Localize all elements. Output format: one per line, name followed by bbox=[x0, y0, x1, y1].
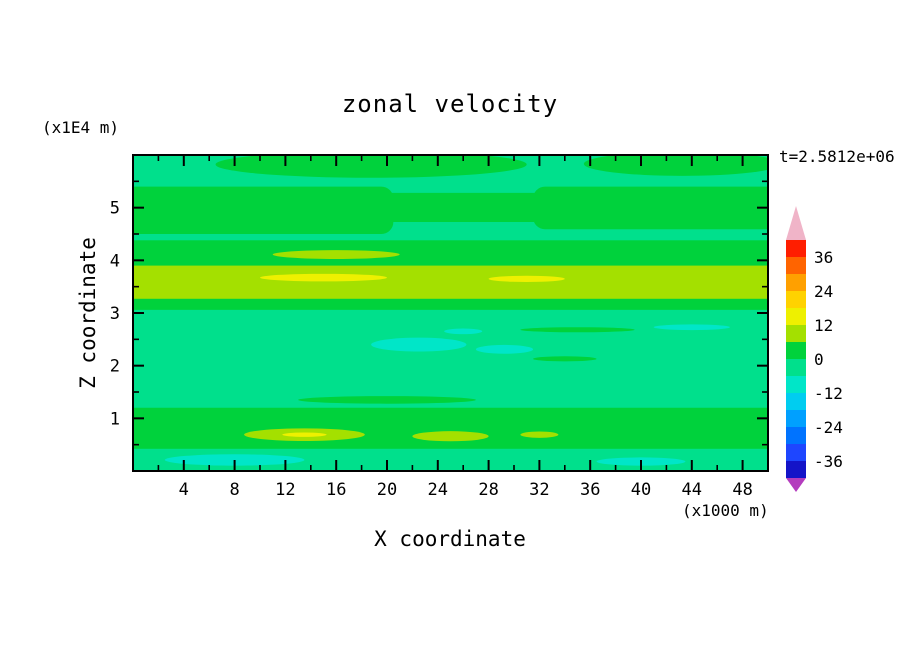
x-tick-label: 40 bbox=[631, 480, 651, 500]
y-tick-label: 5 bbox=[110, 199, 120, 219]
colorbar-under-arrow bbox=[786, 478, 806, 492]
colorbar-label: 24 bbox=[814, 282, 833, 301]
contour-band bbox=[520, 327, 635, 333]
colorbar-segment bbox=[786, 410, 806, 427]
colorbar-label: -36 bbox=[814, 452, 843, 471]
timestamp-label: t=2.5812e+06 bbox=[779, 147, 895, 166]
x-tick-label: 48 bbox=[732, 480, 752, 500]
plot-title: zonal velocity bbox=[341, 90, 559, 118]
x-tick-label: 8 bbox=[229, 480, 239, 500]
contour-band bbox=[133, 265, 768, 299]
contour-band bbox=[215, 155, 527, 178]
contour-band bbox=[520, 431, 559, 438]
contour-band bbox=[133, 407, 768, 449]
colorbar-segment bbox=[786, 444, 806, 461]
y-axis-title: Z coordinate bbox=[76, 237, 100, 389]
colorbar-segment bbox=[786, 342, 806, 359]
y-tick-label: 4 bbox=[110, 251, 120, 271]
contour-field bbox=[133, 155, 768, 471]
colorbar-segment bbox=[786, 359, 806, 376]
colorbar-label: 0 bbox=[814, 350, 824, 369]
y-axis-unit-label: (x1E4 m) bbox=[42, 118, 120, 137]
x-tick-label: 12 bbox=[275, 480, 295, 500]
colorbar-segment bbox=[786, 325, 806, 342]
x-tick-label: 32 bbox=[529, 480, 549, 500]
contour-band bbox=[533, 356, 597, 362]
contour-band bbox=[412, 431, 489, 442]
contour-band bbox=[533, 186, 768, 230]
x-tick-label: 4 bbox=[179, 480, 189, 500]
colorbar-segment bbox=[786, 393, 806, 410]
colorbar-segment bbox=[786, 257, 806, 274]
x-tick-label: 24 bbox=[428, 480, 448, 500]
colorbar-segment bbox=[786, 240, 806, 257]
x-tick-label: 44 bbox=[682, 480, 702, 500]
contour-band bbox=[323, 192, 553, 222]
x-axis-title: X coordinate bbox=[374, 527, 526, 551]
x-axis-unit-label: (x1000 m) bbox=[682, 501, 769, 520]
contour-band bbox=[371, 337, 467, 352]
y-tick-label: 3 bbox=[110, 304, 120, 324]
y-tick-label: 2 bbox=[110, 357, 120, 377]
contour-band bbox=[444, 328, 483, 335]
contour-band bbox=[282, 432, 327, 437]
colorbar-segment bbox=[786, 308, 806, 325]
colorbar-label: -24 bbox=[814, 418, 843, 437]
colorbar-segment bbox=[786, 461, 806, 478]
colorbar-label: 36 bbox=[814, 248, 833, 267]
colorbar-segment bbox=[786, 274, 806, 291]
contour-band bbox=[583, 155, 768, 176]
colorbar-label: 12 bbox=[814, 316, 833, 335]
contour-band bbox=[164, 454, 305, 466]
contour-band bbox=[272, 250, 400, 259]
contour-band bbox=[298, 396, 476, 404]
colorbar-label: -12 bbox=[814, 384, 843, 403]
contour-band bbox=[260, 273, 387, 282]
contour-band bbox=[488, 275, 565, 283]
colorbar-segment bbox=[786, 427, 806, 444]
colorbar-segment bbox=[786, 291, 806, 308]
colorbar-segment bbox=[786, 376, 806, 393]
colorbar-over-arrow bbox=[786, 206, 806, 240]
contour-band bbox=[133, 448, 768, 471]
x-tick-label: 28 bbox=[478, 480, 498, 500]
contour-band bbox=[653, 324, 730, 331]
y-tick-label: 1 bbox=[110, 409, 120, 429]
x-tick-label: 16 bbox=[326, 480, 346, 500]
x-tick-label: 36 bbox=[580, 480, 600, 500]
contour-band bbox=[475, 344, 534, 354]
x-tick-label: 20 bbox=[377, 480, 397, 500]
